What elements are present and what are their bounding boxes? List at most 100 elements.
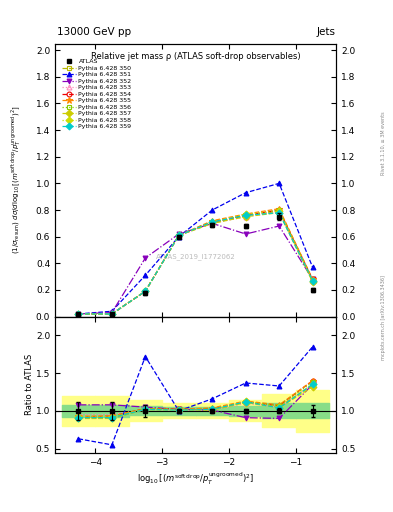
Pythia 6.428 358	[277, 208, 281, 215]
Text: Jets: Jets	[317, 27, 336, 37]
Line: Pythia 6.428 351: Pythia 6.428 351	[76, 181, 315, 316]
Pythia 6.428 354	[176, 232, 181, 239]
Pythia 6.428 355	[210, 218, 215, 224]
Pythia 6.428 350	[143, 288, 148, 294]
Pythia 6.428 355	[110, 311, 114, 317]
Pythia 6.428 354	[143, 288, 148, 294]
Pythia 6.428 355	[76, 311, 81, 317]
Text: Relative jet mass ρ (ATLAS soft-drop observables): Relative jet mass ρ (ATLAS soft-drop obs…	[91, 52, 300, 61]
Pythia 6.428 354	[277, 207, 281, 213]
Pythia 6.428 359	[310, 278, 315, 284]
Pythia 6.428 359	[76, 311, 81, 317]
Pythia 6.428 359	[176, 232, 181, 239]
Pythia 6.428 351	[210, 207, 215, 213]
Pythia 6.428 355	[277, 206, 281, 212]
Pythia 6.428 355	[243, 211, 248, 217]
Pythia 6.428 356	[243, 212, 248, 219]
Pythia 6.428 359	[110, 311, 114, 317]
Pythia 6.428 355	[143, 288, 148, 294]
Line: Pythia 6.428 356: Pythia 6.428 356	[76, 207, 315, 316]
Pythia 6.428 358	[310, 278, 315, 284]
Line: Pythia 6.428 358: Pythia 6.428 358	[76, 209, 315, 316]
Pythia 6.428 358	[210, 219, 215, 225]
Text: ATLAS_2019_I1772062: ATLAS_2019_I1772062	[156, 253, 235, 260]
Pythia 6.428 352	[76, 311, 81, 317]
Pythia 6.428 357	[76, 311, 81, 317]
Line: Pythia 6.428 354: Pythia 6.428 354	[76, 207, 315, 316]
Pythia 6.428 357	[277, 209, 281, 216]
Pythia 6.428 358	[76, 311, 81, 317]
Pythia 6.428 357	[310, 279, 315, 285]
Pythia 6.428 353	[243, 214, 248, 220]
Pythia 6.428 351	[110, 308, 114, 314]
Pythia 6.428 352	[176, 231, 181, 237]
Pythia 6.428 352	[110, 310, 114, 316]
Pythia 6.428 350	[76, 311, 81, 317]
Pythia 6.428 353	[176, 232, 181, 239]
Pythia 6.428 353	[310, 278, 315, 284]
Pythia 6.428 353	[210, 220, 215, 226]
Line: Pythia 6.428 350: Pythia 6.428 350	[76, 209, 315, 316]
Pythia 6.428 356	[277, 207, 281, 213]
Pythia 6.428 357	[243, 214, 248, 220]
Line: Pythia 6.428 359: Pythia 6.428 359	[76, 210, 315, 316]
Pythia 6.428 356	[110, 311, 114, 317]
Text: mcplots.cern.ch [arXiv:1306.3436]: mcplots.cern.ch [arXiv:1306.3436]	[381, 275, 386, 360]
Pythia 6.428 351	[176, 233, 181, 240]
Text: Rivet 3.1.10, ≥ 3M events: Rivet 3.1.10, ≥ 3M events	[381, 112, 386, 175]
Y-axis label: $(1/\sigma_{\rm resum})\ d\sigma/d\log_{10}[(m^{\rm soft\,drop}/p_T^{\rm ungroom: $(1/\sigma_{\rm resum})\ d\sigma/d\log_{…	[9, 106, 23, 254]
Pythia 6.428 351	[243, 189, 248, 196]
Pythia 6.428 351	[310, 264, 315, 270]
Legend: ATLAS, Pythia 6.428 350, Pythia 6.428 351, Pythia 6.428 352, Pythia 6.428 353, P: ATLAS, Pythia 6.428 350, Pythia 6.428 35…	[61, 57, 133, 131]
Pythia 6.428 350	[176, 232, 181, 239]
Line: Pythia 6.428 357: Pythia 6.428 357	[76, 210, 315, 316]
Pythia 6.428 353	[277, 208, 281, 215]
Pythia 6.428 354	[210, 219, 215, 225]
Line: Pythia 6.428 353: Pythia 6.428 353	[76, 209, 315, 316]
Pythia 6.428 350	[310, 278, 315, 284]
Pythia 6.428 353	[76, 311, 81, 317]
Pythia 6.428 352	[310, 276, 315, 282]
Pythia 6.428 359	[243, 212, 248, 219]
Pythia 6.428 351	[277, 180, 281, 186]
Pythia 6.428 351	[143, 272, 148, 279]
Pythia 6.428 358	[110, 311, 114, 317]
Pythia 6.428 356	[210, 219, 215, 225]
Pythia 6.428 353	[110, 311, 114, 317]
Pythia 6.428 357	[176, 232, 181, 239]
Pythia 6.428 350	[110, 311, 114, 317]
Pythia 6.428 358	[143, 288, 148, 294]
Pythia 6.428 357	[143, 288, 148, 294]
Text: 13000 GeV pp: 13000 GeV pp	[57, 27, 131, 37]
Pythia 6.428 359	[210, 219, 215, 225]
Line: Pythia 6.428 352: Pythia 6.428 352	[76, 221, 315, 316]
Pythia 6.428 351	[76, 311, 81, 317]
Pythia 6.428 354	[310, 276, 315, 282]
Pythia 6.428 350	[243, 212, 248, 219]
Pythia 6.428 354	[76, 311, 81, 317]
Pythia 6.428 358	[243, 211, 248, 217]
Pythia 6.428 354	[110, 311, 114, 317]
Pythia 6.428 356	[176, 232, 181, 239]
Pythia 6.428 358	[176, 232, 181, 239]
Pythia 6.428 352	[143, 255, 148, 261]
Line: Pythia 6.428 355: Pythia 6.428 355	[75, 205, 316, 317]
Pythia 6.428 356	[310, 278, 315, 284]
Pythia 6.428 357	[110, 311, 114, 317]
Pythia 6.428 355	[310, 276, 315, 282]
Pythia 6.428 353	[143, 288, 148, 294]
Pythia 6.428 350	[210, 220, 215, 226]
Pythia 6.428 352	[210, 220, 215, 226]
Pythia 6.428 352	[243, 231, 248, 237]
Pythia 6.428 356	[76, 311, 81, 317]
Pythia 6.428 359	[277, 209, 281, 216]
Pythia 6.428 355	[176, 232, 181, 239]
Y-axis label: Ratio to ATLAS: Ratio to ATLAS	[26, 354, 35, 415]
Pythia 6.428 356	[143, 288, 148, 294]
Pythia 6.428 357	[210, 220, 215, 226]
X-axis label: $\log_{10}[(m^{\rm soft\,drop}/p_T^{\rm ungroomed})^2]$: $\log_{10}[(m^{\rm soft\,drop}/p_T^{\rm …	[137, 471, 254, 487]
Pythia 6.428 359	[143, 288, 148, 294]
Pythia 6.428 352	[277, 223, 281, 229]
Pythia 6.428 350	[277, 208, 281, 215]
Pythia 6.428 354	[243, 212, 248, 219]
